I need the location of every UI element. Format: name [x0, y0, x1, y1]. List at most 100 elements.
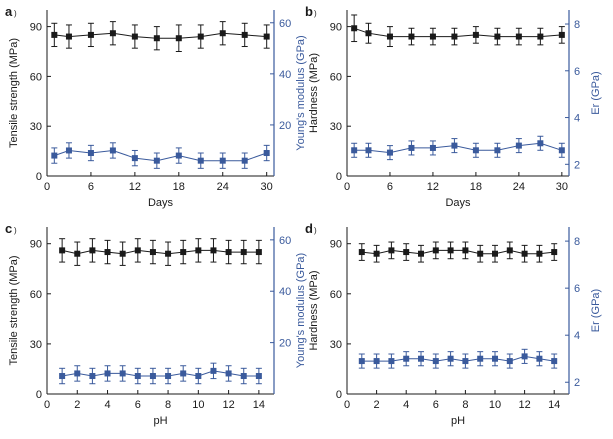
data-point — [515, 142, 522, 149]
y-left-tick-label: 30 — [330, 121, 342, 133]
data-point — [477, 355, 484, 362]
y-left-tick-label: 60 — [30, 289, 42, 301]
series-er — [358, 348, 558, 369]
data-point — [65, 147, 72, 154]
panel-label: b — [305, 4, 313, 19]
data-point — [149, 373, 156, 380]
data-point — [51, 31, 58, 38]
data-point — [65, 33, 72, 40]
y-left-tick-label: 0 — [336, 389, 342, 401]
panel-label-paren: ) — [14, 9, 17, 18]
data-point — [477, 250, 484, 257]
data-point — [536, 355, 543, 362]
y-left-axis-title: Hardness (MPa) — [308, 53, 320, 133]
data-point — [536, 250, 543, 257]
y-right-tick-label: 2 — [574, 159, 580, 171]
data-point — [109, 147, 116, 154]
x-tick-label: 6 — [88, 181, 94, 193]
data-point — [219, 30, 226, 37]
data-point — [537, 33, 544, 40]
x-tick-label: 12 — [129, 181, 141, 193]
panel-a: 0 6 12 18 24 30 0 30 60 90 20 40 60 Days Tensile stren… — [5, 4, 307, 209]
data-point — [153, 157, 160, 164]
x-tick-label: 18 — [173, 181, 185, 193]
x-tick-label: 24 — [513, 181, 525, 193]
data-point — [104, 370, 111, 377]
data-point — [134, 247, 141, 254]
data-point — [408, 33, 415, 40]
data-point — [373, 250, 380, 257]
x-tick-label: 14 — [253, 399, 265, 411]
data-point — [521, 250, 528, 257]
x-tick-label: 0 — [344, 181, 350, 193]
panel-label: c — [5, 221, 12, 236]
series-line — [54, 32, 267, 39]
data-point — [558, 147, 565, 154]
data-point — [195, 247, 202, 254]
x-tick-label: 4 — [104, 399, 110, 411]
y-left-tick-label: 0 — [36, 389, 42, 401]
x-tick-label: 2 — [74, 399, 80, 411]
series-line — [354, 27, 562, 38]
data-point — [418, 355, 424, 362]
data-point — [219, 157, 226, 164]
x-tick-label: 30 — [261, 181, 273, 193]
y-left-tick-label: 60 — [30, 71, 42, 83]
x-axis-title: Days — [148, 197, 174, 209]
series-hardness — [351, 14, 565, 48]
data-point — [451, 142, 458, 149]
data-point — [462, 247, 469, 254]
data-point — [403, 355, 410, 362]
x-tick-label: 10 — [489, 399, 501, 411]
x-tick-label: 6 — [135, 399, 141, 411]
data-point — [494, 33, 501, 40]
data-point — [153, 35, 160, 42]
data-point — [429, 144, 436, 151]
y-right-tick-label: 6 — [574, 66, 580, 78]
series-hardness — [358, 241, 558, 263]
data-point — [521, 353, 528, 360]
data-point — [241, 157, 248, 164]
data-point — [351, 147, 358, 154]
y-right-tick-label: 4 — [574, 330, 580, 342]
y-right-axis-title: Er (GPa) — [590, 289, 602, 332]
series-line — [54, 149, 267, 162]
x-tick-label: 18 — [470, 181, 482, 193]
data-point — [506, 358, 513, 365]
y-left-axis-title: Tensile strength (MPa) — [8, 38, 20, 148]
data-point — [210, 247, 217, 254]
y-right-tick-label: 6 — [574, 283, 580, 295]
data-point — [134, 373, 141, 380]
data-point — [104, 249, 111, 256]
x-tick-label: 8 — [462, 399, 468, 411]
series-line — [354, 142, 562, 154]
data-point — [432, 247, 439, 254]
panel-label-paren: ) — [314, 9, 317, 18]
data-point — [386, 33, 393, 40]
panel-label-paren: ) — [14, 226, 17, 235]
data-point — [447, 247, 454, 254]
data-point — [225, 370, 232, 377]
series-er — [351, 135, 565, 161]
data-point — [492, 355, 498, 362]
data-point — [74, 250, 81, 257]
data-point — [197, 157, 204, 164]
data-point — [225, 249, 232, 256]
x-tick-label: 2 — [374, 399, 380, 411]
y-right-axis-title: Young's modulus (GPa) — [295, 35, 307, 150]
data-point — [263, 150, 270, 157]
data-point — [149, 249, 156, 256]
y-left-tick-label: 90 — [30, 239, 42, 251]
data-point — [492, 250, 498, 257]
data-point — [494, 147, 501, 154]
series-tensile-strength — [51, 21, 270, 52]
series-tensile-strength — [59, 238, 262, 266]
x-axis-title: Days — [445, 197, 471, 209]
data-point — [240, 373, 247, 380]
x-tick-label: 0 — [44, 181, 50, 193]
y-left-axis-title: Hardness (MPa) — [308, 270, 320, 350]
y-right-tick-label: 4 — [574, 113, 580, 125]
data-point — [255, 373, 262, 380]
y-right-tick-label: 20 — [279, 120, 291, 132]
